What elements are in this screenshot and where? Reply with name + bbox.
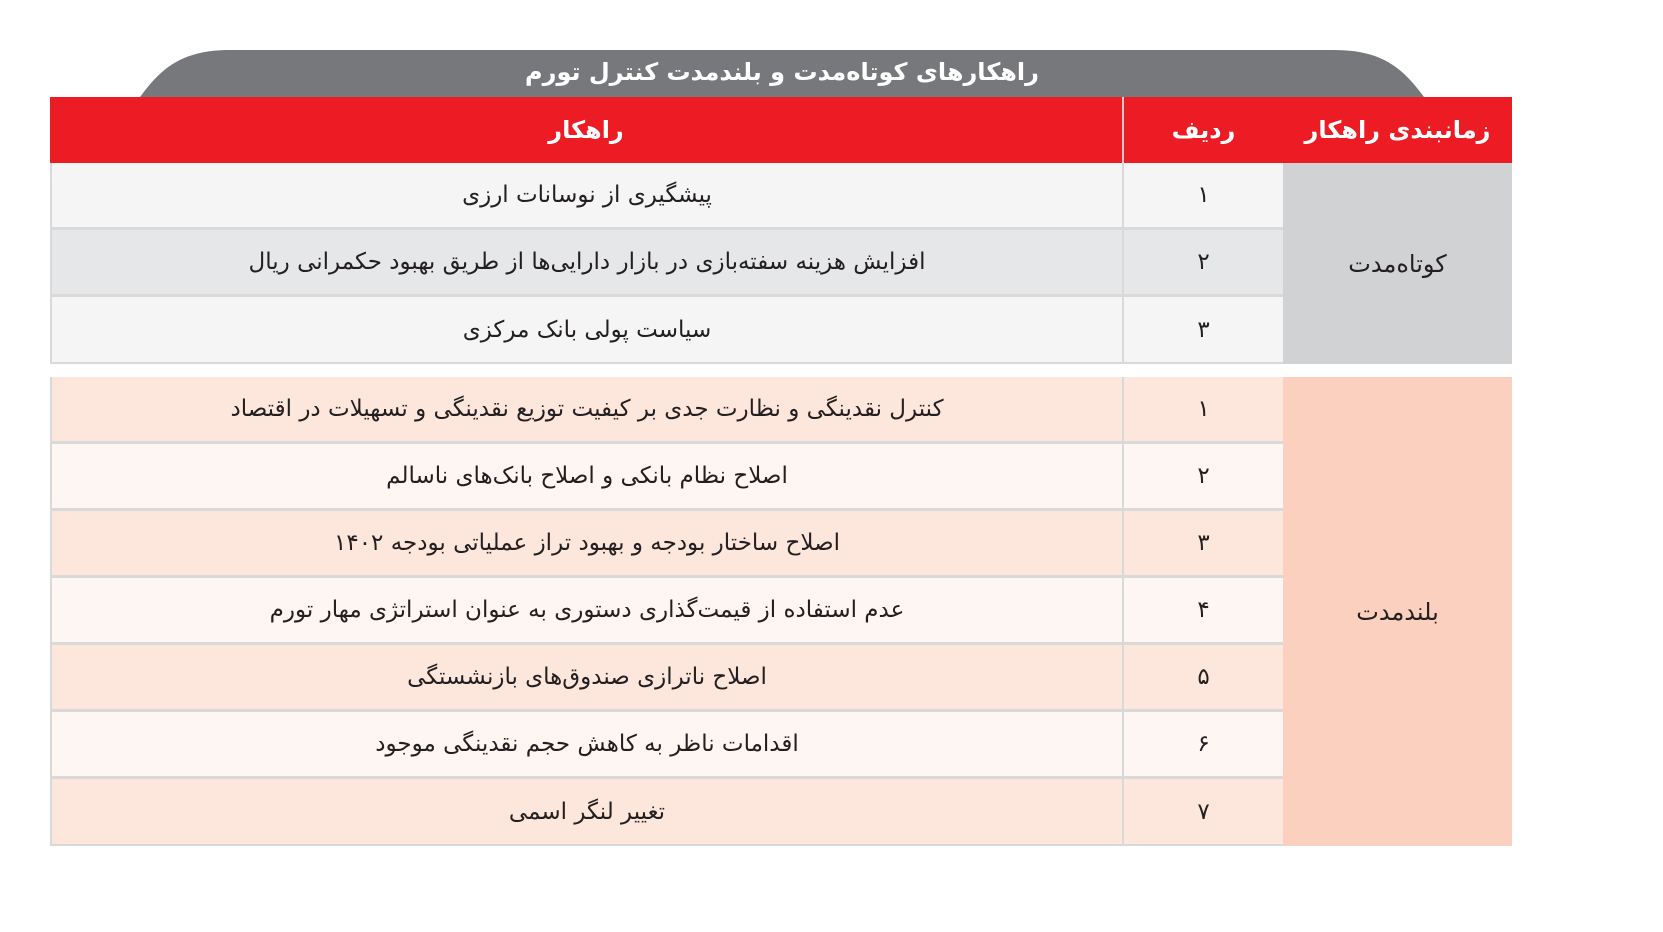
row-number: ۲ <box>1122 230 1283 297</box>
solution-text: تغییر لنگر اسمی <box>50 779 1122 846</box>
header-timing: زمانبندی راهکار <box>1283 97 1512 163</box>
row-number: ۱ <box>1122 163 1283 230</box>
solution-text: پیشگیری از نوسانات ارزی <box>50 163 1122 230</box>
row-number: ۱ <box>1122 377 1283 444</box>
solution-text: کنترل نقدینگی و نظارت جدی بر کیفیت توزیع… <box>50 377 1122 444</box>
row-number: ۳ <box>1122 297 1283 364</box>
solution-text: عدم استفاده از قیمت‌گذاری دستوری به عنوا… <box>50 578 1122 645</box>
solution-text: اصلاح ناترازی صندوق‌های بازنشستگی <box>50 645 1122 712</box>
solution-text: اصلاح ساختار بودجه و بهبود تراز عملیاتی … <box>50 511 1122 578</box>
solution-text: سیاست پولی بانک مرکزی <box>50 297 1122 364</box>
header-solution: راهکار <box>50 97 1122 163</box>
solution-text: اصلاح نظام بانکی و اصلاح بانک‌های ناسالم <box>50 444 1122 511</box>
table-title: راهکارهای کوتاه‌مدت و بلندمدت کنترل تورم <box>525 58 1039 86</box>
row-number: ۲ <box>1122 444 1283 511</box>
solution-text: اقدامات ناظر به کاهش حجم نقدینگی موجود <box>50 712 1122 779</box>
row-number: ۷ <box>1122 779 1283 846</box>
row-number: ۵ <box>1122 645 1283 712</box>
row-number: ۶ <box>1122 712 1283 779</box>
group-label: کوتاه‌مدت <box>1283 163 1512 364</box>
group-label: بلندمدت <box>1283 377 1512 846</box>
title-tab <box>140 50 1424 97</box>
row-number: ۴ <box>1122 578 1283 645</box>
row-number: ۳ <box>1122 511 1283 578</box>
solution-text: افزایش هزینه سفته‌بازی در بازار دارایی‌ه… <box>50 230 1122 297</box>
header-row: ردیف <box>1122 97 1283 163</box>
